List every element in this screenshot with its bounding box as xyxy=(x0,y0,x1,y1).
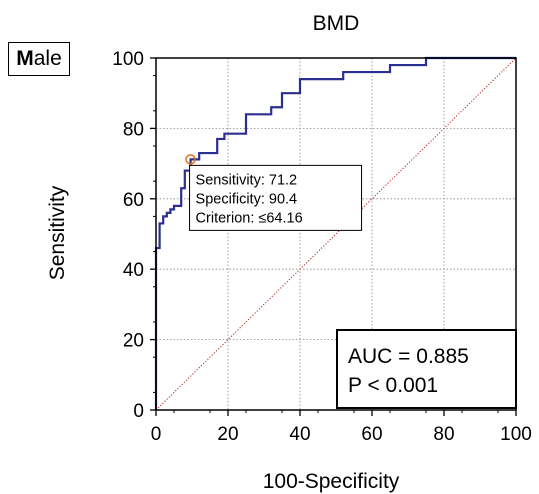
grid xyxy=(156,58,516,410)
sex-label-bold: M xyxy=(16,47,34,70)
criterion-point xyxy=(185,154,196,165)
x-tick-label: 20 xyxy=(217,424,238,445)
y-tick-label: 40 xyxy=(123,260,144,281)
criterion-annotation: Sensitivity: 71.2 Specificity: 90.4 Criter… xyxy=(189,164,363,231)
roc-curve xyxy=(154,56,516,410)
axis-ticks: 0 20 40 60 80 100 0 20 40 60 80 100 xyxy=(112,49,532,445)
x-tick-label: 100 xyxy=(500,424,532,445)
y-tick-label: 0 xyxy=(133,401,144,422)
annotation-line: Specificity: 90.4 xyxy=(196,191,298,207)
y-tick-label: 80 xyxy=(123,119,144,140)
auc-line: AUC = 0.885 xyxy=(348,345,469,368)
x-tick-label: 80 xyxy=(433,424,454,445)
auc-box: AUC = 0.885 P < 0.001 xyxy=(336,329,517,409)
chart-title: BMD xyxy=(313,12,360,35)
y-tick-label: 20 xyxy=(123,331,144,352)
annotation-line: Criterion: ≤64.16 xyxy=(196,210,303,226)
annotation-frame xyxy=(189,164,363,231)
auc-line: P < 0.001 xyxy=(348,374,438,397)
auc-frame xyxy=(336,329,517,409)
x-axis-label: 100-Specificity xyxy=(263,470,400,493)
x-tick-label: 40 xyxy=(289,424,310,445)
y-tick-label: 60 xyxy=(123,190,144,211)
annotation-line: Sensitivity: 71.2 xyxy=(196,172,298,188)
x-tick-label: 60 xyxy=(361,424,382,445)
x-tick-label: 0 xyxy=(151,424,162,445)
sex-label-rest: ale xyxy=(33,47,62,70)
y-axis-label: Sensitivity xyxy=(46,185,69,280)
plot-frame xyxy=(155,57,517,411)
y-tick-label: 100 xyxy=(112,49,144,70)
